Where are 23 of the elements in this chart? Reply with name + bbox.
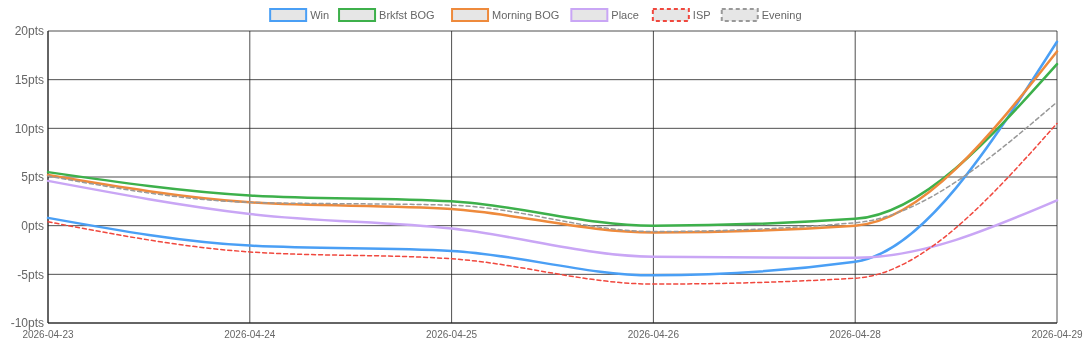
legend-label: Place (611, 8, 639, 21)
y-tick-label: 15pts (14, 72, 44, 87)
x-tick-label: 2026-04-24 (224, 329, 276, 340)
y-tick-label: 20pts (14, 24, 44, 39)
legend-label: ISP (692, 8, 711, 21)
x-tick-label: 2026-04-26 (627, 329, 680, 340)
x-tick-label: 2026-04-28 (829, 329, 882, 340)
legend-label: Morning BOG (492, 8, 560, 21)
x-tick-label: 2026-04-23 (22, 329, 75, 340)
legend-label: Evening (761, 8, 802, 21)
y-tick-label: -10pts (10, 316, 44, 331)
y-tick-label: -5pts (17, 267, 44, 282)
y-tick-label: 10pts (14, 121, 44, 136)
line-series (46, 179, 1059, 260)
legend-label: Brkfst BOG (379, 8, 435, 21)
x-tick-label: 2026-04-29 (1031, 329, 1084, 340)
legend-label: Win (310, 8, 330, 21)
line-series (47, 122, 1058, 285)
y-tick-label: 0pts (21, 218, 44, 233)
line-series (46, 40, 1059, 277)
y-tick-label: 5pts (21, 170, 44, 185)
line-series (47, 101, 1058, 233)
x-tick-label: 2026-04-25 (426, 329, 478, 340)
